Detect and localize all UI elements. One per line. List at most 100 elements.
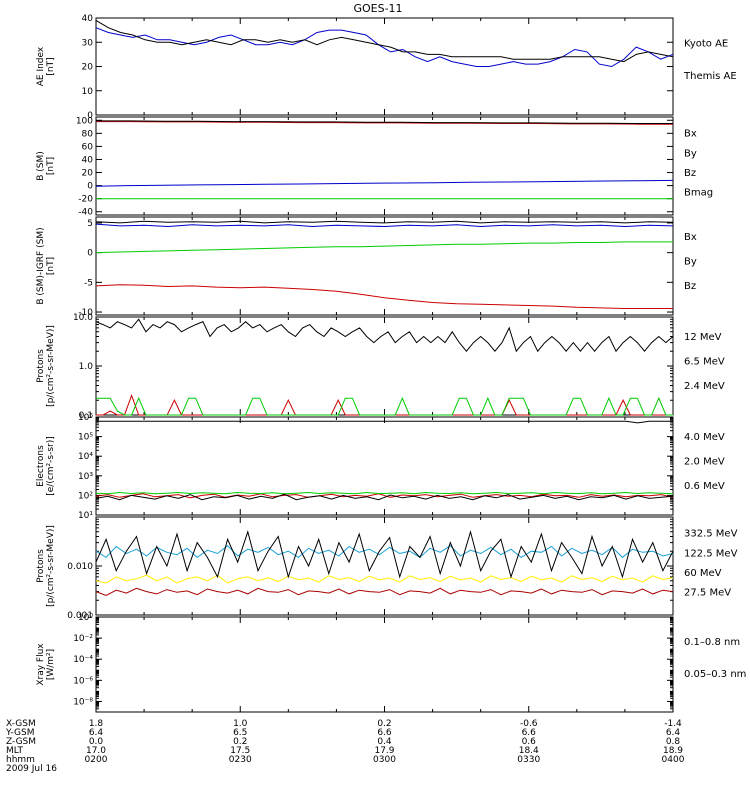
axis-row-value: 17.9: [374, 746, 394, 756]
axis-row-value: 6.5: [233, 728, 247, 738]
series-line-1-1: [95, 27, 674, 68]
axis-row-value: 0400: [662, 755, 685, 765]
y-tick-label: 0: [87, 249, 93, 259]
legend-entry: Kyoto AE: [684, 39, 728, 50]
panel-4: 0.1 1.0 10.0 Protons [p/(cm²-s-sr-MeV)] 12 Me…: [36, 313, 725, 421]
y-axis-label: [nT]: [46, 257, 56, 275]
y-tick-label: 10⁻⁸: [73, 697, 93, 707]
y-axis-label: [nT]: [46, 157, 56, 175]
y-axis-label: Xray Flux: [36, 643, 46, 686]
panel-7: 10⁻⁸ 10⁻⁶ 10⁻⁴ 10⁻² 10⁰ Xray Flux [W/m²] 0.1–0.…: [36, 613, 746, 713]
y-tick-label: 10⁴: [78, 452, 93, 462]
legend-entry: Bmag: [684, 188, 713, 199]
y-tick-label: 10²: [78, 491, 93, 501]
legend-entry: 60 MeV: [684, 568, 722, 579]
y-tick-label: 0.1: [79, 411, 93, 421]
series-line-3-3: [95, 284, 673, 309]
legend-entry: 0.05–0.3 nm: [684, 669, 746, 680]
y-axis-label: [p/(cm²-s-sr-MeV)]: [46, 525, 56, 607]
axis-row-value: 1.8: [89, 719, 104, 729]
legend-entry: 27.5 MeV: [684, 588, 731, 599]
axis-row-value: -0.6: [520, 719, 538, 729]
y-axis-label: AE Index: [36, 46, 46, 86]
axis-row-value: 17.5: [230, 746, 250, 756]
series-line-6-1: [95, 587, 674, 597]
axis-row-value: 0.0: [89, 737, 104, 747]
legend-entry: 2.0 MeV: [684, 457, 725, 468]
panel-frame: [95, 116, 674, 216]
series-line-3-4: [95, 220, 674, 224]
panel-frame: [95, 616, 674, 713]
axis-row-value: 0.2: [377, 719, 391, 729]
y-tick-label: 10³: [78, 472, 93, 482]
axis-row-value: 0300: [373, 755, 396, 765]
axis-row-value: 0230: [229, 755, 252, 765]
series-line-3-1: [95, 223, 674, 228]
y-axis-label: Protons: [36, 549, 46, 583]
legend-entry: By: [684, 257, 697, 268]
y-axis-label: B (SM)-IGRF (SM): [36, 227, 46, 304]
axis-row-value: 18.9: [663, 746, 683, 756]
legend-entry: 6.5 MeV: [684, 357, 725, 368]
y-tick-label: 60: [82, 142, 94, 152]
axis-row-value: 17.0: [86, 746, 106, 756]
axis-row-value: 0.6: [522, 737, 537, 747]
series-line-1-2: [95, 19, 674, 63]
series-line-6-2: [95, 574, 674, 584]
series-line-2-3: [96, 121, 673, 125]
panel-1: 0 10 20 30 40 AE Index [nT] Kyoto AE Themis AE: [36, 14, 737, 121]
bottom-axis-table: X-GSM 1.8 1.0 0.2 -0.6 -1.4 Y-GSM 6.4 6.5 6.6 6.6 6…: [5, 719, 685, 774]
series-line-6-4: [95, 529, 674, 579]
axis-row-value: 6.4: [89, 728, 104, 738]
y-tick-label: 10¹: [78, 511, 93, 521]
y-tick-label: 5: [87, 219, 93, 229]
axis-row-value: 6.6: [522, 728, 537, 738]
legend-entry: Bz: [684, 281, 696, 292]
y-tick-label: 0.010: [67, 562, 93, 572]
legend-entry: 12 MeV: [684, 332, 722, 343]
axis-row-label: MLT: [6, 746, 24, 756]
panel-2: -40 -20 0 20 40 60 80 100 B (SM) [nT] Bx By Bz Bmag: [36, 116, 713, 217]
series-line-4-3: [95, 318, 674, 353]
date-label: 2009 Jul 16: [6, 764, 57, 774]
legend-entry: By: [684, 148, 697, 159]
panel-frame: [95, 516, 674, 616]
y-tick-label: 20: [82, 63, 94, 73]
axis-row-value: 18.4: [519, 746, 539, 756]
legend-entry: 0.6 MeV: [684, 481, 725, 492]
legend-entry: 4.0 MeV: [684, 432, 725, 443]
axis-row-value: 1.0: [233, 719, 248, 729]
y-tick-label: 0: [87, 111, 93, 121]
legend-entry: Bx: [684, 129, 697, 140]
y-tick-label: 100: [76, 116, 93, 126]
y-tick-label: -10: [78, 308, 93, 318]
y-tick-label: 0.001: [67, 611, 93, 621]
axis-row-value: -1.4: [664, 719, 682, 729]
panel-3: -10 -5 0 5 B (SM)-IGRF (SM) [nT] Bx By Bz: [36, 216, 697, 318]
axis-row-label: hhmm: [6, 755, 35, 765]
panel-5: 10¹ 10² 10³ 10⁴ 10⁵ 10⁶ Electrons [e/(cm²-s-sr)…: [36, 413, 725, 521]
panel-frame: [95, 216, 674, 316]
axis-row-value: 6.4: [666, 728, 681, 738]
legend-entry: 0.1–0.8 nm: [684, 637, 740, 648]
series-line-2-4: [96, 120, 673, 124]
axis-row-label: Z-GSM: [6, 737, 36, 747]
panel-frame: [95, 416, 674, 516]
series-line-3-2: [95, 241, 673, 254]
axis-row-label: X-GSM: [6, 719, 36, 729]
series-line-6-3: [95, 545, 674, 559]
legend-entry: Bz: [684, 168, 696, 179]
y-tick-label: -40: [78, 208, 93, 218]
y-tick-label: 40: [82, 14, 94, 24]
legend-entry: Bx: [684, 232, 697, 243]
legend-entry: 2.4 MeV: [684, 381, 725, 392]
axis-row-value: 0330: [517, 755, 540, 765]
y-axis-label: [e/(cm²-s-sr)]: [46, 436, 56, 496]
axis-row-value: 0.2: [233, 737, 247, 747]
axis-row-value: 0.8: [666, 737, 681, 747]
y-tick-label: 10: [82, 87, 94, 97]
y-axis-label: [nT]: [46, 57, 56, 75]
y-tick-label: 1.0: [79, 362, 94, 372]
